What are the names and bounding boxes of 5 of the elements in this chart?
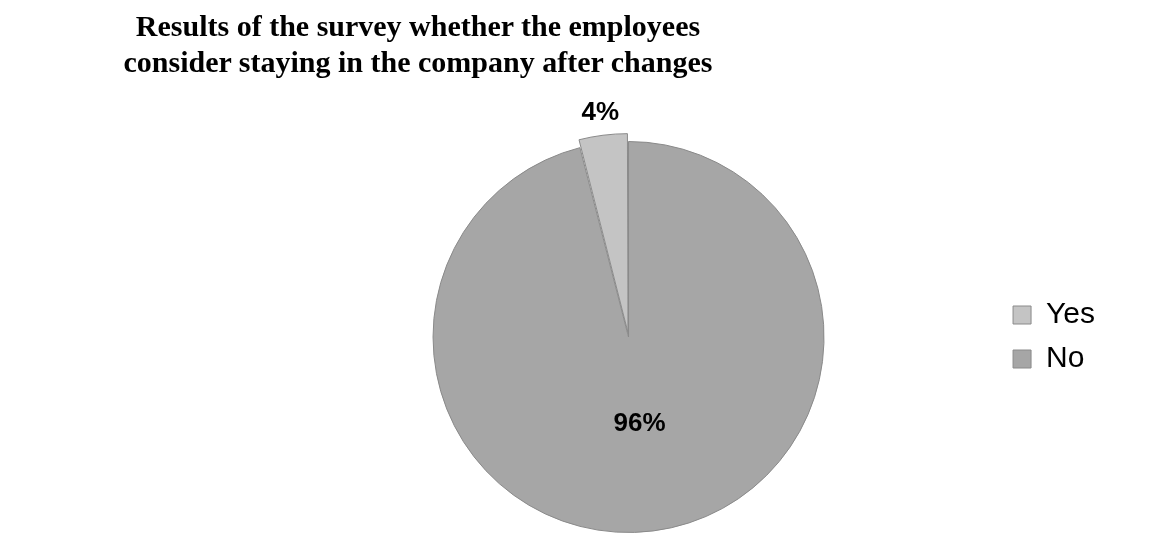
data-label: 96% [613,407,666,438]
legend-label: No [1046,340,1085,374]
data-label: 4% [581,96,620,127]
legend-label: Yes [1046,296,1096,330]
chart-title: Results of the survey whether the employees consider staying in the company after changes [122,8,714,80]
